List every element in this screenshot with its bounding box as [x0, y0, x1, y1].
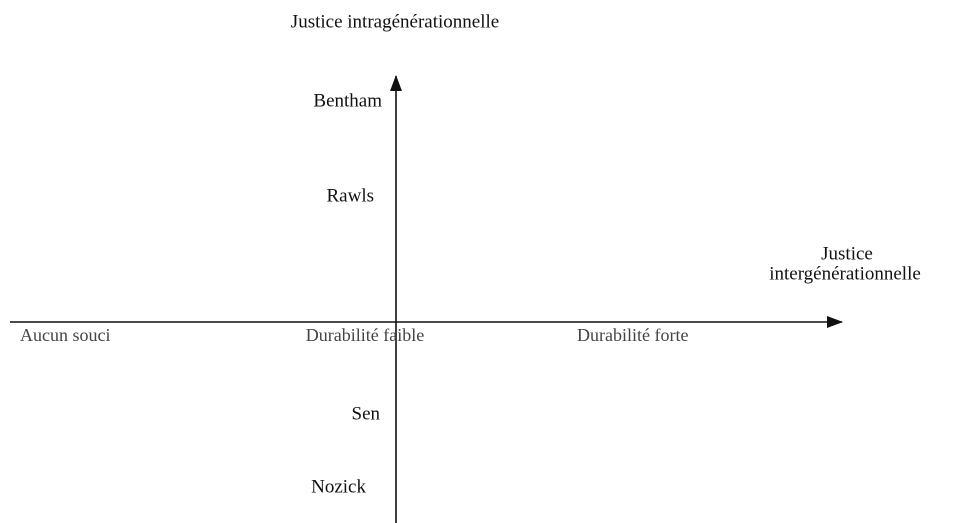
vertical-position: Bentham: [313, 90, 382, 111]
horizontal-position: Durabilité forte: [577, 325, 688, 345]
vertical-position: Rawls: [327, 185, 375, 206]
horizontal-axis-label: Justice: [821, 243, 873, 264]
vertical-position: Sen: [352, 403, 381, 424]
vertical-position: Nozick: [311, 476, 366, 497]
horizontal-position: Aucun souci: [20, 325, 110, 345]
horizontal-axis-label: intergénérationnelle: [769, 263, 921, 284]
horizontal-position: Durabilité faible: [306, 325, 424, 345]
vertical-axis-label: Justice intragénérationnelle: [291, 11, 499, 32]
